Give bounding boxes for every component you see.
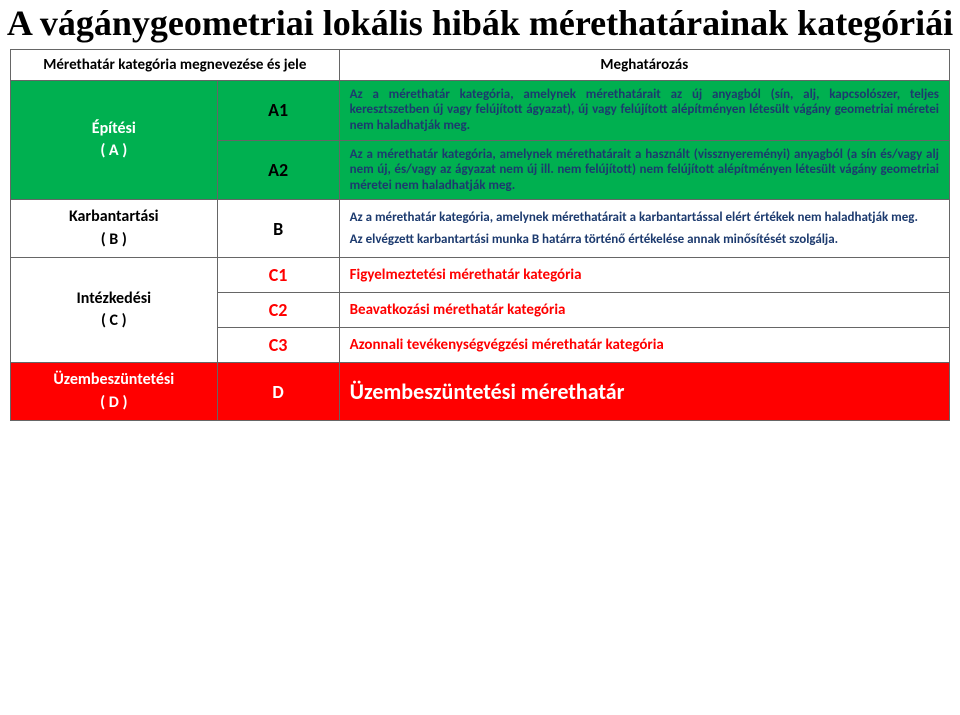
header-left: Mérethatár kategória megnevezése és jele xyxy=(11,49,340,80)
category-description: Üzembeszüntetési mérethatár xyxy=(339,363,949,421)
category-description: Az a mérethatár kategória, amelynek mére… xyxy=(339,140,949,200)
table-row: Karbantartási( B )BAz a mérethatár kateg… xyxy=(11,200,950,258)
category-description: Beavatkozási mérethatár kategória xyxy=(339,293,949,328)
category-description: Az a mérethatár kategória, amelynek mére… xyxy=(339,200,949,258)
table-row: Üzembeszüntetési( D )DÜzembeszüntetési m… xyxy=(11,363,950,421)
category-code: B xyxy=(217,200,339,258)
header-right: Meghatározás xyxy=(339,49,949,80)
table-row: Intézkedési( C )C1Figyelmeztetési méreth… xyxy=(11,258,950,293)
category-label: Üzembeszüntetési( D ) xyxy=(11,363,218,421)
table-header-row: Mérethatár kategória megnevezése és jele… xyxy=(11,49,950,80)
category-label: Karbantartási( B ) xyxy=(11,200,218,258)
category-label: Intézkedési( C ) xyxy=(11,258,218,363)
category-code: A1 xyxy=(217,80,339,140)
table-row: Építési( A )A1Az a mérethatár kategória,… xyxy=(11,80,950,140)
category-description: Az a mérethatár kategória, amelynek mére… xyxy=(339,80,949,140)
category-code: C3 xyxy=(217,328,339,363)
category-description: Figyelmeztetési mérethatár kategória xyxy=(339,258,949,293)
category-table: Mérethatár kategória megnevezése és jele… xyxy=(10,49,950,421)
page-title: A vágánygeometriai lokális hibák méretha… xyxy=(0,0,960,49)
category-code: C2 xyxy=(217,293,339,328)
category-label: Építési( A ) xyxy=(11,80,218,200)
category-code: A2 xyxy=(217,140,339,200)
category-description: Azonnali tevékenységvégzési mérethatár k… xyxy=(339,328,949,363)
category-code: D xyxy=(217,363,339,421)
category-code: C1 xyxy=(217,258,339,293)
